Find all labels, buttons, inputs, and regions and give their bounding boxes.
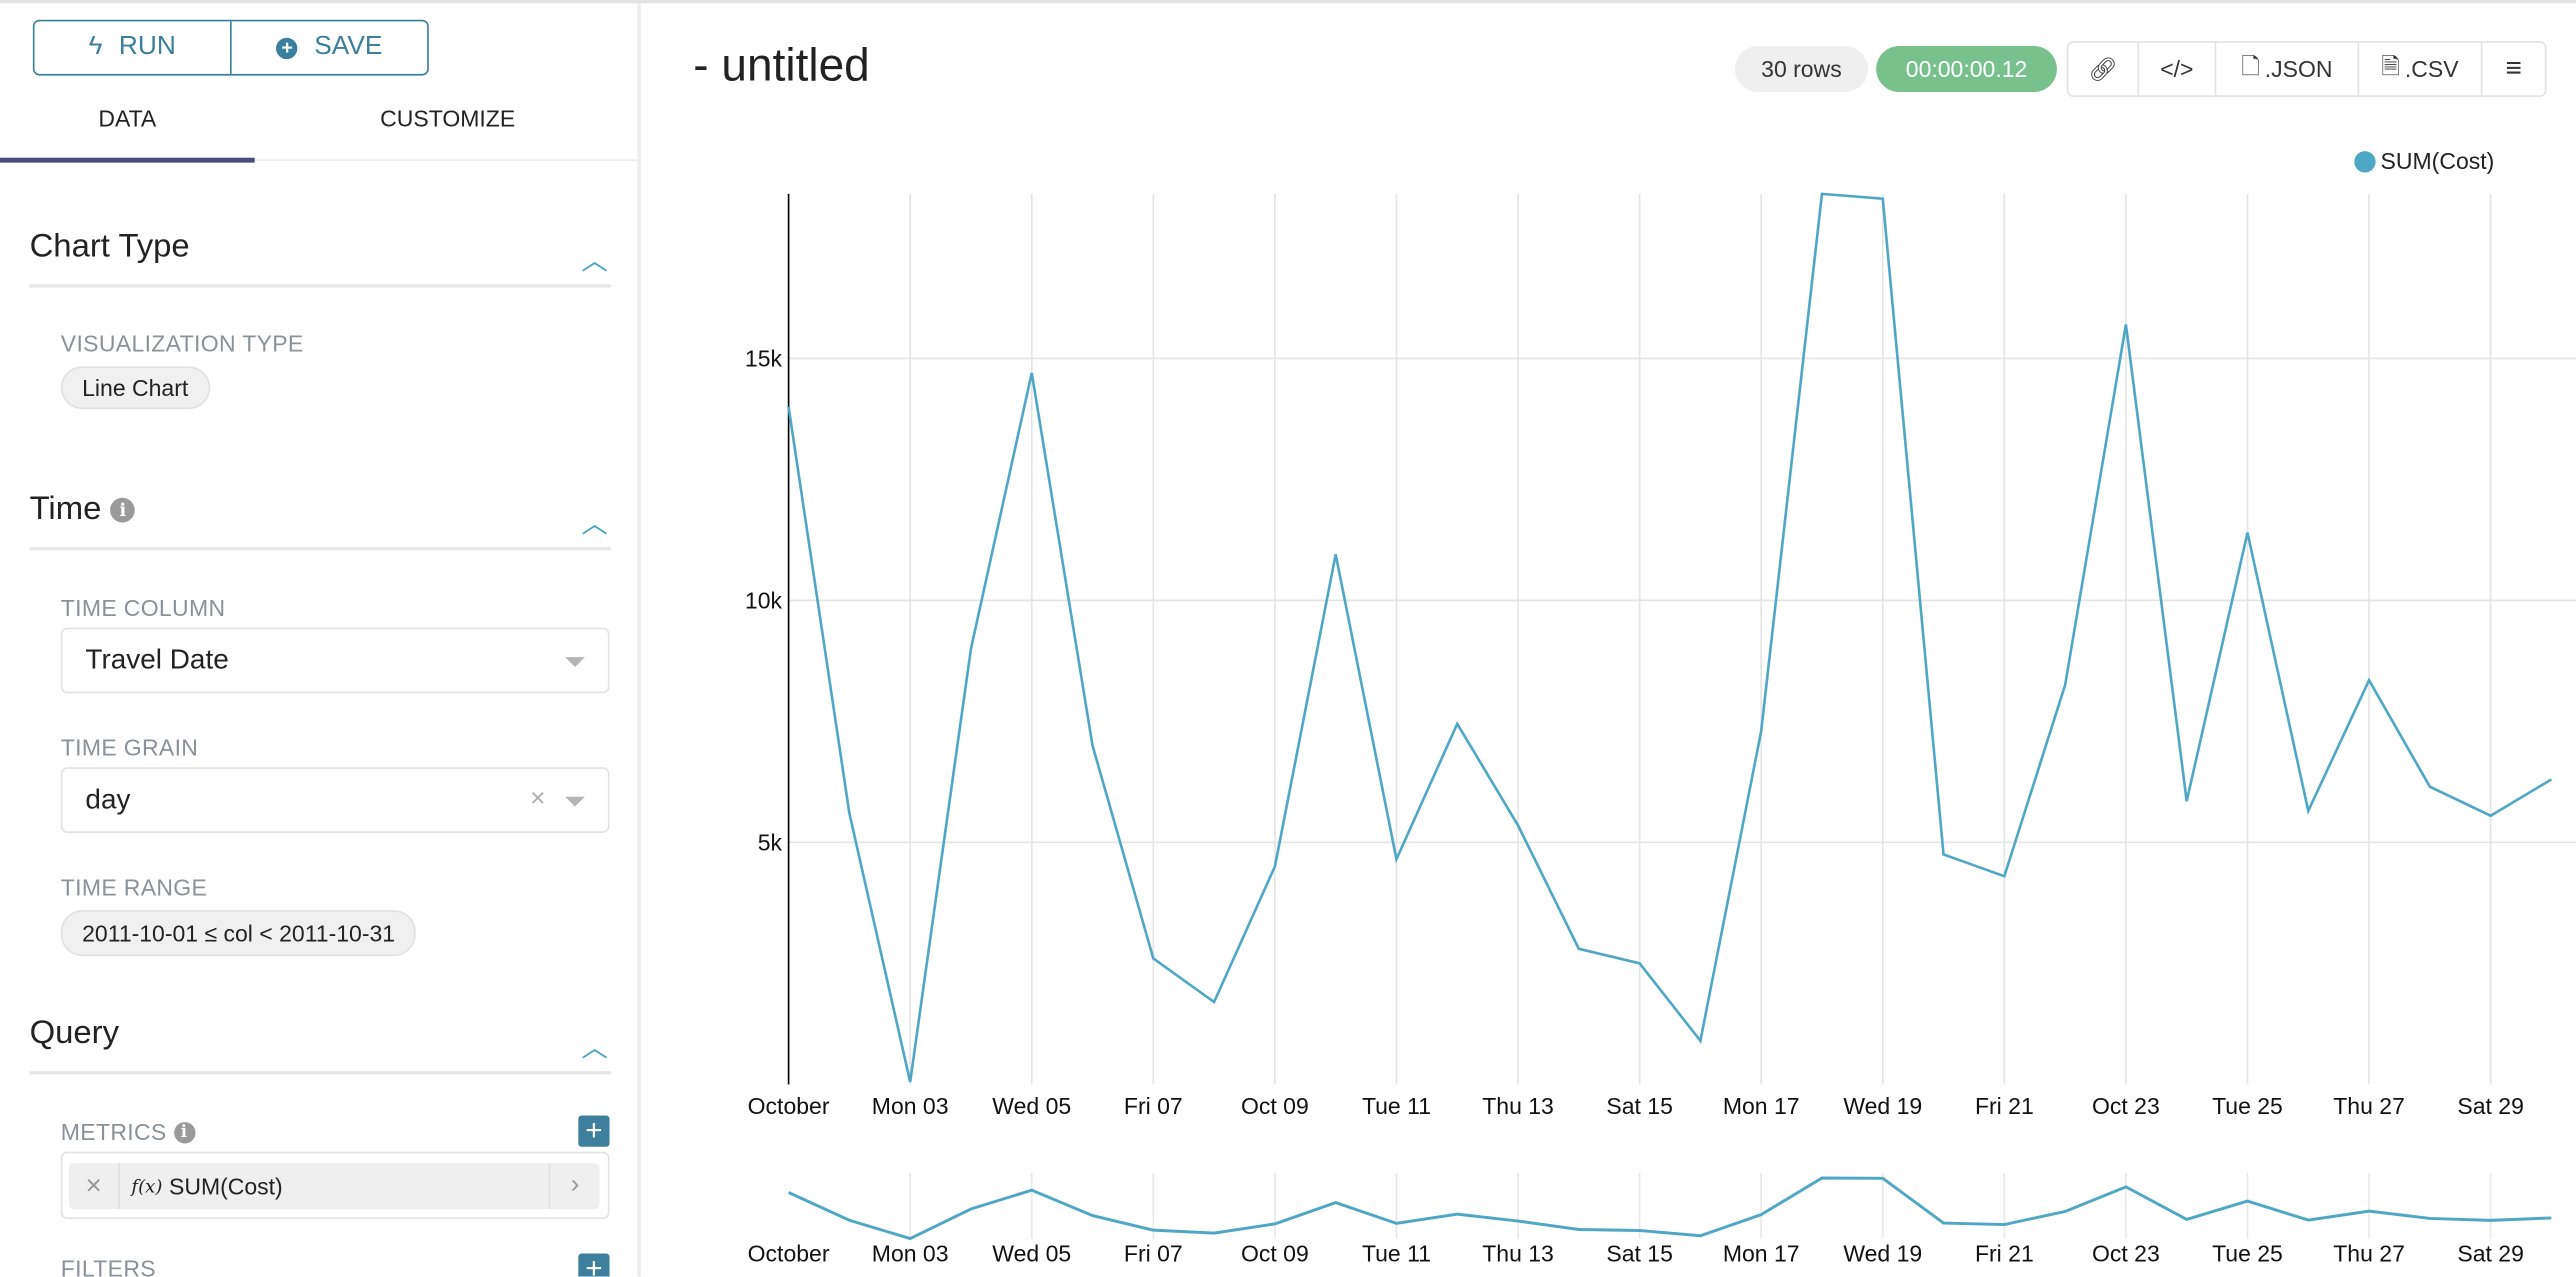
save-button[interactable]: + SAVE	[230, 21, 427, 74]
time-column-select[interactable]: Travel Date	[60, 627, 610, 694]
x-tick-label: Fri 21	[1975, 1093, 2034, 1119]
y-tick-label: 15k	[745, 346, 783, 372]
brush-tick-label: Oct 23	[2092, 1241, 2160, 1267]
caret-down-icon	[565, 796, 585, 807]
x-tick-label: Tue 11	[1362, 1093, 1431, 1119]
legend-dot	[2354, 150, 2376, 172]
add-metric-button[interactable]: +	[578, 1115, 610, 1147]
x-tick-label: Thu 13	[1482, 1093, 1554, 1119]
tab-divider	[0, 159, 638, 162]
metrics-box: × f(x) SUM(Cost) ›	[60, 1151, 610, 1220]
filters-label: FILTERS	[60, 1255, 156, 1277]
time-range-label: TIME RANGE	[60, 874, 208, 901]
chevron-up-icon[interactable]: ︿	[581, 510, 608, 539]
caret-down-icon	[565, 657, 585, 668]
brush-tick-label: October	[748, 1241, 830, 1267]
code-icon: </>	[2160, 55, 2194, 83]
x-tick-label: Oct 23	[2092, 1093, 2160, 1119]
bolt-icon: ϟ	[88, 32, 103, 61]
add-filter-button[interactable]: +	[578, 1254, 610, 1277]
viz-type-label: VISUALIZATION TYPE	[60, 330, 304, 357]
y-tick-label: 10k	[745, 588, 783, 614]
chart-title[interactable]: - untitled	[693, 39, 870, 91]
clear-icon[interactable]: ×	[530, 785, 546, 814]
function-icon: f(x)	[131, 1175, 163, 1197]
tab-customize[interactable]: CUSTOMIZE	[380, 105, 516, 132]
section-chart-type[interactable]: Chart Type ︿	[29, 228, 612, 288]
active-tab-indicator	[0, 157, 255, 163]
brush-tick-label: Sat 15	[1606, 1241, 1672, 1267]
metrics-label: METRICS i	[61, 1119, 195, 1145]
viz-type-pill[interactable]: Line Chart	[60, 366, 210, 410]
time-column-label: TIME COLUMN	[60, 594, 226, 622]
brush-tick-label: Mon 17	[1723, 1241, 1800, 1267]
line-chart: October October Mon 03 Mon 03 Wed 05 Wed 05 Fr…	[745, 192, 2576, 1267]
export-json-button[interactable]: 🗋 .JSON	[2214, 42, 2358, 96]
x-tick-label: Mon 03	[872, 1093, 949, 1119]
link-icon: 🔗︎	[2088, 55, 2118, 82]
series-line-sum-cost	[787, 192, 2553, 1083]
query-timer-badge: 00:00:00.12	[1876, 46, 2057, 93]
brush-tick-label: Thu 13	[1482, 1241, 1554, 1267]
x-tick-label: Sat 29	[2457, 1093, 2524, 1119]
brush-tick-label: Fri 21	[1975, 1241, 2034, 1267]
chevron-up-icon[interactable]: ︿	[581, 1035, 608, 1063]
brush-tick-label: Sat 29	[2457, 1241, 2524, 1267]
chevron-right-icon[interactable]: ›	[548, 1163, 600, 1210]
brush-tick-label: Wed 05	[992, 1241, 1071, 1267]
x-tick-label: Wed 05	[992, 1093, 1071, 1119]
time-grain-select[interactable]: day ×	[60, 767, 610, 833]
brush-tick-label: Wed 19	[1843, 1241, 1922, 1267]
x-tick-label: Thu 27	[2333, 1093, 2405, 1119]
tab-data[interactable]: DATA	[98, 105, 157, 132]
brush-tick-label: Oct 09	[1241, 1241, 1309, 1267]
y-tick-label: 5k	[758, 830, 783, 856]
run-button[interactable]: ϟ RUN	[88, 32, 176, 61]
more-menu-button[interactable]: ≡	[2480, 42, 2545, 96]
export-toolbar: 🔗︎ </> 🗋 .JSON 🗎 .CSV ≡	[2066, 41, 2547, 97]
copy-link-button[interactable]: 🔗︎	[2068, 43, 2137, 96]
brush-tick-label: Fri 07	[1124, 1241, 1183, 1267]
control-panel: ϟ RUN + SAVE DATA CUSTOMIZE Chart Type ︿ VI…	[0, 3, 641, 1277]
embed-code-button[interactable]: </>	[2137, 42, 2214, 96]
info-icon[interactable]: i	[173, 1122, 195, 1144]
hamburger-icon: ≡	[2505, 52, 2522, 84]
section-time[interactable]: Time i ︿	[29, 491, 612, 551]
brush-tick-label: Tue 25	[2212, 1241, 2283, 1267]
plus-circle-icon: +	[276, 36, 298, 59]
x-tick-label: Tue 25	[2212, 1093, 2283, 1119]
time-range-pill[interactable]: 2011-10-01 ≤ col < 2011-10-31	[60, 910, 417, 957]
x-tick-label: Sat 15	[1606, 1093, 1672, 1119]
section-query[interactable]: Query ︿	[29, 1015, 612, 1075]
metric-label: SUM(Cost)	[168, 1173, 283, 1200]
info-icon[interactable]: i	[110, 497, 136, 523]
x-tick-label: October	[748, 1093, 830, 1119]
export-csv-button[interactable]: 🗎 .CSV	[2357, 42, 2481, 96]
metric-chip[interactable]: × f(x) SUM(Cost) ›	[69, 1163, 600, 1210]
run-save-group: ϟ RUN + SAVE	[32, 19, 429, 76]
file-code-icon: 🗋	[2241, 52, 2260, 79]
file-text-icon: 🗎	[2381, 52, 2400, 79]
brush-tick-label: Tue 11	[1362, 1241, 1431, 1267]
legend-item[interactable]: SUM(Cost)	[2354, 148, 2494, 174]
brush-series-line[interactable]	[787, 1176, 2552, 1241]
x-tick-label: Fri 07	[1124, 1093, 1183, 1119]
brush-tick-label: Thu 27	[2333, 1241, 2405, 1267]
time-grain-label: TIME GRAIN	[60, 734, 199, 761]
chevron-up-icon[interactable]: ︿	[581, 248, 608, 277]
brush-tick-label: Mon 03	[872, 1241, 949, 1267]
x-tick-label: Mon 17	[1723, 1093, 1800, 1119]
remove-metric-icon[interactable]: ×	[69, 1163, 120, 1210]
x-tick-label: Wed 19	[1843, 1093, 1922, 1119]
x-tick-label: Oct 09	[1241, 1093, 1309, 1119]
row-count-badge: 30 rows	[1734, 46, 1868, 93]
